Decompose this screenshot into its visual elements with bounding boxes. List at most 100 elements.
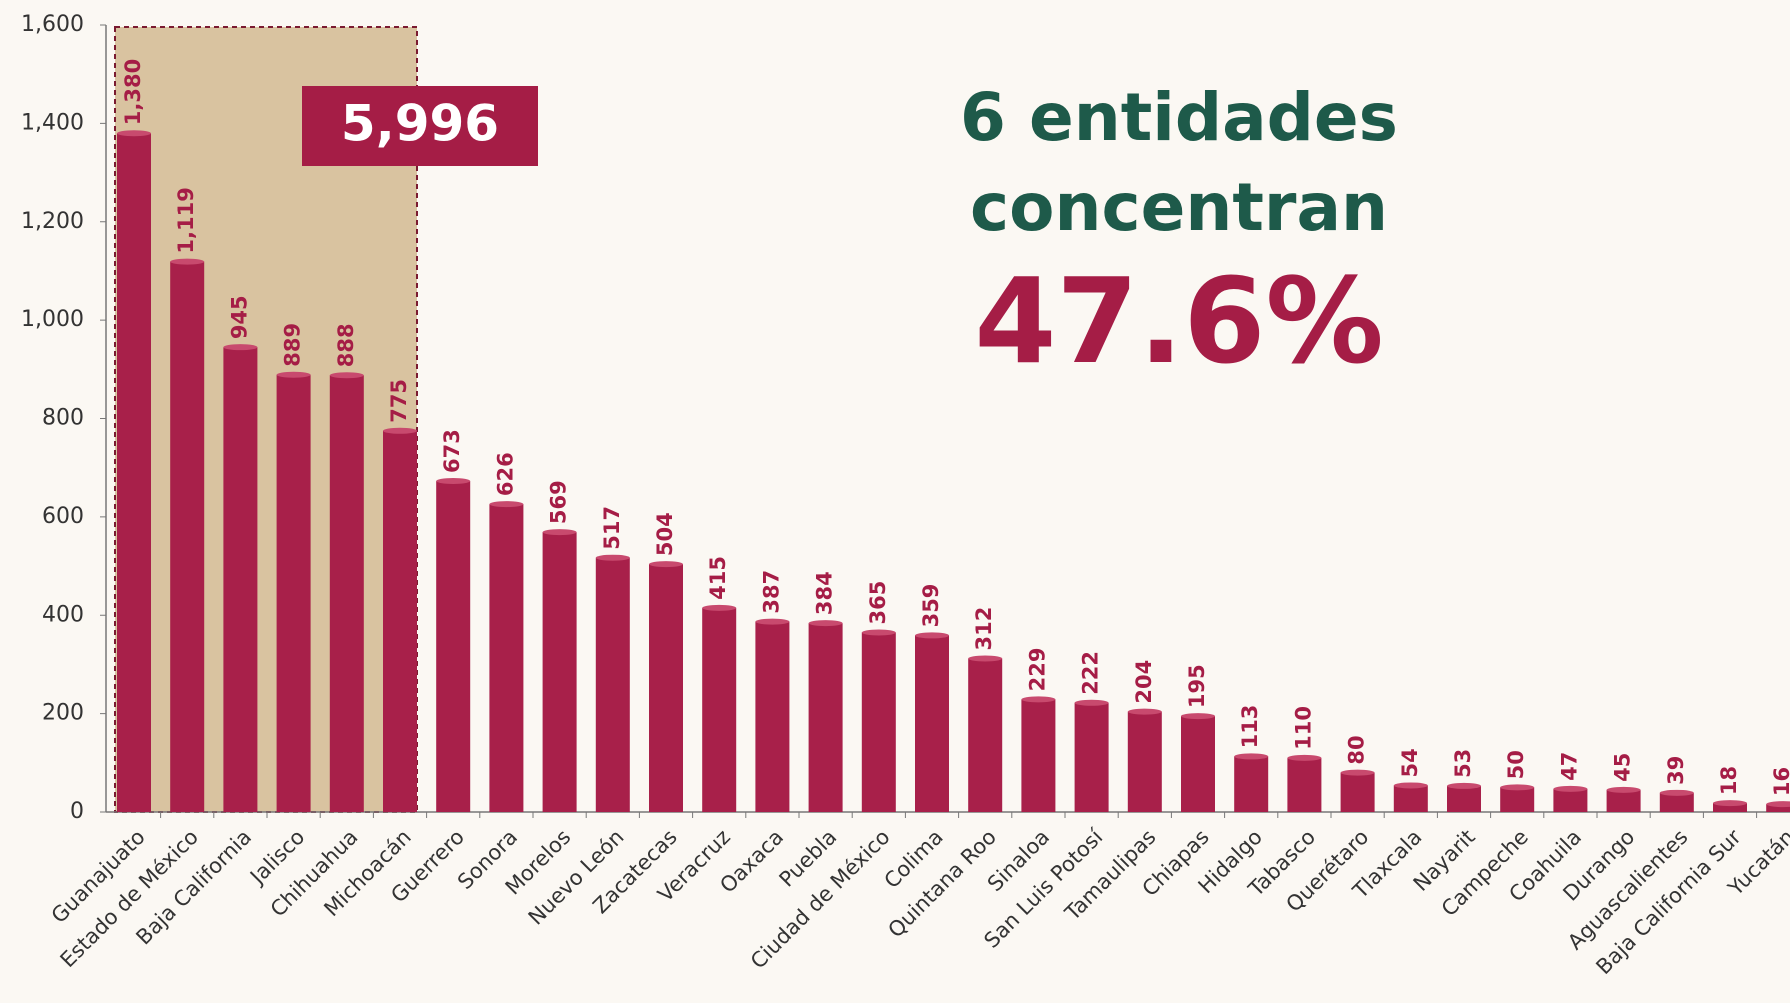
bar: [223, 347, 258, 812]
value-label: 16: [1770, 767, 1790, 796]
headline: 6 entidades: [960, 79, 1398, 156]
bar: [1393, 785, 1428, 812]
bar-top: [755, 618, 790, 625]
bar: [1234, 756, 1269, 812]
value-label: 113: [1238, 705, 1262, 749]
y-tick-label: 0: [70, 799, 84, 824]
bar: [329, 375, 364, 812]
bar-top: [489, 501, 524, 508]
bar-top: [329, 372, 364, 379]
bar-top: [1766, 801, 1790, 808]
bar: [1074, 702, 1109, 812]
value-label: 384: [813, 571, 837, 615]
bar-top: [1447, 782, 1481, 789]
y-tick-label: 800: [42, 406, 84, 431]
bar-top: [702, 604, 737, 611]
bar-top: [1021, 696, 1056, 703]
value-label: 53: [1451, 749, 1475, 778]
bar-top: [542, 529, 577, 536]
bar-top: [595, 554, 630, 561]
value-label: 569: [547, 480, 571, 524]
value-label: 365: [866, 581, 890, 625]
bar-top: [383, 427, 417, 434]
bar: [702, 607, 737, 812]
bar-top: [1553, 785, 1588, 792]
bar-top: [808, 620, 843, 627]
bar: [1447, 785, 1481, 812]
bar-top: [915, 632, 949, 639]
bar: [755, 621, 790, 812]
value-label: 359: [919, 584, 943, 628]
bar: [170, 261, 205, 812]
value-label: 888: [334, 323, 358, 367]
value-label: 222: [1079, 651, 1103, 695]
value-label: 204: [1132, 660, 1156, 704]
share-label: 47.6%: [974, 252, 1383, 390]
value-label: 54: [1398, 748, 1422, 777]
bar-top: [1181, 713, 1215, 720]
bar: [1553, 788, 1588, 812]
bar: [1500, 787, 1535, 812]
bar: [1181, 716, 1215, 812]
bar-top: [1713, 800, 1747, 807]
value-label: 1,380: [121, 59, 145, 125]
value-label: 229: [1025, 648, 1049, 692]
bar: [1287, 757, 1322, 812]
value-label: 50: [1504, 750, 1528, 779]
value-label: 626: [493, 452, 517, 496]
bar-top: [436, 477, 471, 484]
value-label: 889: [281, 323, 305, 367]
bar-top: [649, 561, 683, 568]
bar: [808, 623, 843, 812]
bar-top: [1500, 784, 1535, 791]
bar-top: [968, 655, 1003, 662]
value-label: 110: [1291, 706, 1315, 750]
bar: [595, 557, 630, 812]
bar-top: [1127, 708, 1162, 715]
bar-top: [170, 258, 205, 265]
bar: [1021, 699, 1056, 812]
bar: [489, 504, 524, 812]
y-tick-label: 1,000: [21, 307, 84, 332]
y-tick-label: 600: [42, 504, 84, 529]
value-label: 945: [227, 295, 251, 339]
value-label: 312: [972, 607, 996, 651]
headline: concentran: [970, 169, 1388, 246]
bar-top: [861, 629, 896, 636]
bar: [1340, 772, 1375, 812]
bar-top: [1074, 699, 1109, 706]
bar-top: [1340, 769, 1375, 776]
bar-top: [117, 130, 151, 137]
bar: [276, 374, 311, 812]
bar: [915, 635, 949, 812]
total-box: [302, 86, 538, 166]
bar: [542, 532, 577, 812]
y-tick-label: 200: [42, 701, 84, 726]
value-label: 18: [1717, 766, 1741, 795]
value-label: 415: [706, 556, 730, 600]
bar-top: [1659, 789, 1694, 796]
y-tick-label: 1,600: [21, 12, 84, 37]
bar-top: [1287, 754, 1322, 761]
bar: [861, 632, 896, 812]
value-label: 775: [387, 379, 411, 423]
bar: [968, 658, 1003, 812]
value-label: 517: [600, 506, 624, 550]
bar-top: [1234, 753, 1269, 760]
bar: [1659, 792, 1694, 812]
bar: [1713, 803, 1747, 812]
value-label: 387: [759, 570, 783, 614]
bar-top: [276, 371, 311, 378]
y-tick-label: 1,200: [21, 209, 84, 234]
value-label: 504: [653, 512, 677, 556]
bar: [436, 480, 471, 812]
bar-top: [1606, 786, 1641, 793]
bar: [1606, 789, 1641, 812]
value-label: 195: [1185, 664, 1209, 708]
bar: [383, 430, 417, 812]
bar: [649, 564, 683, 812]
bar: [1127, 711, 1162, 812]
bar-top: [223, 344, 258, 351]
